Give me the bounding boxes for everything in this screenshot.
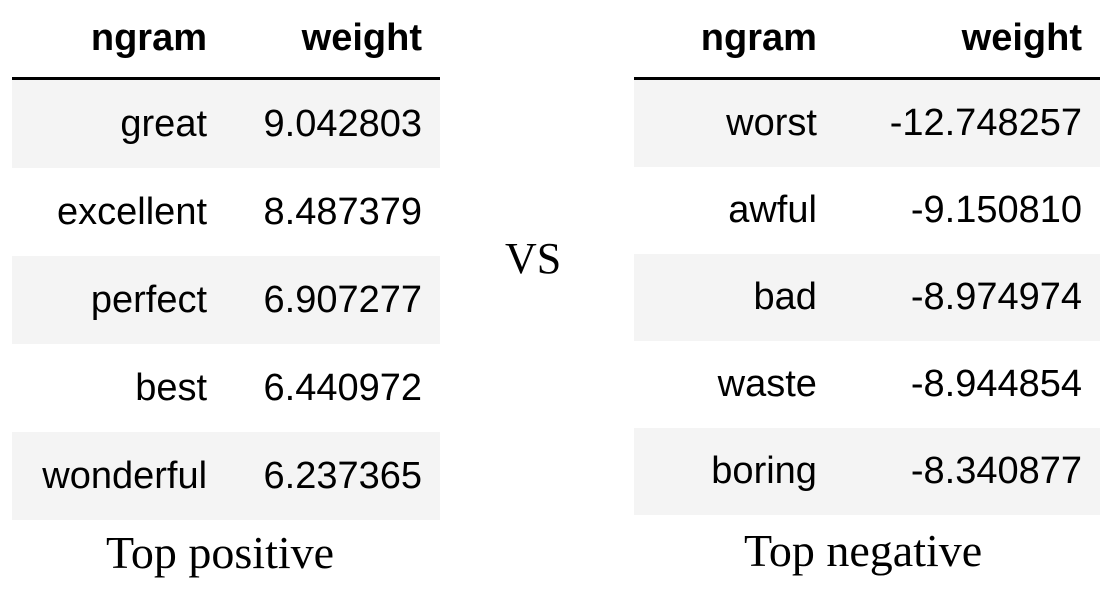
- ngram-cell: excellent: [12, 168, 226, 256]
- weight-cell: -12.748257: [834, 78, 1100, 167]
- negative-ngram-table: ngram weight worst -12.748257 awful -9.1…: [634, 0, 1100, 515]
- weight-cell: -9.150810: [834, 167, 1100, 254]
- ngram-cell: worst: [634, 78, 835, 167]
- table-row: worst -12.748257: [634, 78, 1100, 167]
- vs-separator: VS: [505, 234, 562, 283]
- ngram-cell: perfect: [12, 256, 226, 344]
- weight-cell: 9.042803: [225, 78, 440, 168]
- weight-cell: -8.944854: [834, 341, 1100, 428]
- table-row: waste -8.944854: [634, 341, 1100, 428]
- ngram-cell: great: [12, 78, 226, 168]
- table-header-row: ngram weight: [634, 0, 1100, 80]
- column-header-weight: weight: [834, 0, 1100, 80]
- table-header-row: ngram weight: [12, 0, 440, 80]
- ngram-cell: awful: [634, 167, 835, 254]
- negative-table-caption: Top negative: [744, 525, 983, 576]
- ngram-cell: bad: [634, 254, 835, 341]
- table-row: bad -8.974974: [634, 254, 1100, 341]
- positive-ngram-table: ngram weight great 9.042803 excellent 8.…: [12, 0, 440, 520]
- weight-cell: 8.487379: [225, 168, 440, 256]
- ngram-cell: waste: [634, 341, 835, 428]
- column-header-weight: weight: [225, 0, 440, 80]
- table-row: awful -9.150810: [634, 167, 1100, 254]
- table-row: boring -8.340877: [634, 428, 1100, 515]
- weight-cell: 6.440972: [225, 344, 440, 432]
- positive-table-caption: Top positive: [106, 527, 335, 578]
- weight-cell: -8.974974: [834, 254, 1100, 341]
- ngram-cell: boring: [634, 428, 835, 515]
- ngram-cell: best: [12, 344, 226, 432]
- weight-cell: 6.237365: [225, 432, 440, 520]
- table-row: excellent 8.487379: [12, 168, 440, 256]
- table-row: great 9.042803: [12, 78, 440, 168]
- weight-cell: 6.907277: [225, 256, 440, 344]
- table-row: wonderful 6.237365: [12, 432, 440, 520]
- table-row: perfect 6.907277: [12, 256, 440, 344]
- column-header-ngram: ngram: [12, 0, 226, 80]
- table-row: best 6.440972: [12, 344, 440, 432]
- ngram-cell: wonderful: [12, 432, 226, 520]
- column-header-ngram: ngram: [634, 0, 835, 80]
- weight-cell: -8.340877: [834, 428, 1100, 515]
